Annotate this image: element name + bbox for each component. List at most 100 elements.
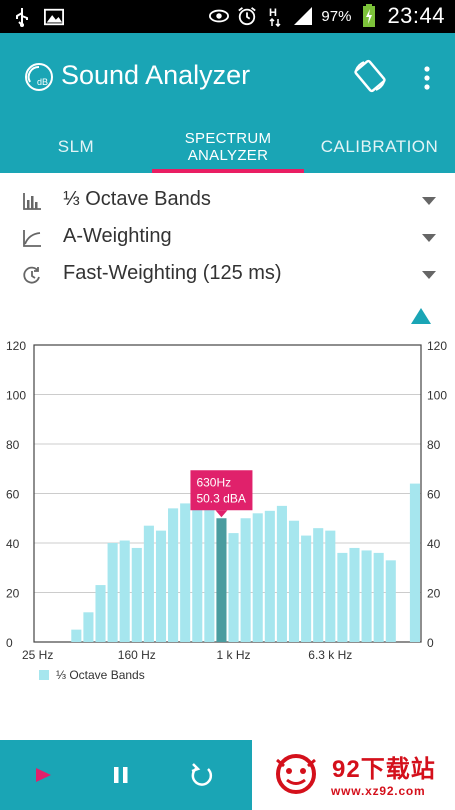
band-mode-value: ⅓ Octave Bands [63,188,211,210]
signal-icon [293,6,313,26]
tooltip-level: 50.3 dBA [196,491,245,505]
app-bar: dB Sound Analyzer SLM SPECTRUM ANALYZER [0,33,455,173]
bar [155,530,167,642]
app-logo-icon: dB [24,62,54,92]
y-tick-label-right: 20 [427,587,441,601]
plot-frame [33,344,422,643]
y-tick-label-left: 120 [6,339,26,353]
legend-swatch [39,670,49,680]
y-tick-label-left: 60 [6,488,20,502]
watermark-title: 92下载站 [332,756,436,783]
bar [228,533,239,642]
overflow-menu-button[interactable] [416,63,438,93]
bar [385,560,396,642]
bar [168,508,179,642]
bar [180,503,191,642]
bar [373,552,384,642]
play-button[interactable] [30,761,58,789]
bar [409,483,420,642]
tooltip-frequency: 630Hz [196,475,231,489]
tab-spectrum-line1: SPECTRUM [184,130,272,147]
y-tick-label-left: 40 [6,537,20,551]
tab-spectrum-line2: ANALYZER [187,147,269,164]
bar [337,552,348,642]
watermark: 92下载站 www.xz92.com [252,740,455,810]
y-tick-label-right: 120 [427,339,447,353]
x-tick-label: 25 Hz [22,648,53,662]
bar [107,543,118,642]
collapse-triangle-icon[interactable] [410,307,432,325]
spectrum-chart: 0 0 20 20 40 40 60 60 80 80 100 100 120 120 25 Hz 160 H… [6,339,447,682]
y-tick-label-left: 20 [6,587,20,601]
y-tick-label-left: 80 [6,438,20,452]
watermark-logo-icon [274,752,318,796]
weighting-dropdown[interactable]: A-Weighting [0,220,455,256]
bar [83,612,94,642]
tab-spectrum-analyzer-label: SPECTRUM ANALYZER [185,130,272,164]
y-tick-label-right: 80 [427,438,441,452]
status-right-icons: H 97% 23:44 [209,3,445,29]
time-weighting-dropdown[interactable]: Fast-Weighting (125 ms) [0,257,455,293]
hplus-icon: H [265,6,285,27]
pause-button[interactable] [107,761,135,789]
y-tick-label-right: 0 [427,636,434,650]
alarm-icon [237,6,257,26]
bar [119,540,130,642]
reset-button[interactable] [188,761,216,789]
tab-calibration[interactable]: CALIBRATION [304,121,455,173]
screen-rotation-button[interactable] [352,58,388,94]
y-tick-label-right: 40 [427,537,441,551]
bar [276,505,287,642]
bar [288,520,300,642]
tab-slm[interactable]: SLM [0,121,152,173]
x-tick-label: 6.3 k Hz [308,648,352,662]
app-logo-text: dB [37,77,48,87]
eye-icon [209,6,230,26]
tooltip-box [190,470,253,511]
tab-spectrum-analyzer[interactable]: SPECTRUM ANALYZER [152,121,304,173]
weighting-value: A-Weighting [63,225,172,247]
x-tick-label: 1 k Hz [217,648,251,662]
highlighted-bar [216,518,227,642]
battery-percent: 97% [321,7,352,25]
bar [313,528,324,642]
weighting-curve-icon [22,228,42,248]
chevron-down-icon [422,234,436,242]
battery-charging-icon [359,4,379,27]
bar [240,518,251,642]
tooltip-pointer [215,510,228,518]
clock: 23:44 [387,3,445,28]
bar [349,547,360,642]
bar [71,629,82,642]
band-mode-dropdown[interactable]: ⅓ Octave Bands [0,183,455,219]
bar [301,535,312,642]
bar-chart-icon [22,191,42,211]
status-bar: H 97% 23:44 [0,0,455,33]
y-tick-label-right: 60 [427,488,441,502]
y-tick-label-left: 100 [6,389,26,403]
y-tick-label-right: 100 [427,389,447,403]
app-title: Sound Analyzer [61,60,251,90]
bar [143,525,154,642]
time-weighting-value: Fast-Weighting (125 ms) [63,262,282,284]
bottom-control-bar [0,740,252,810]
timer-icon [22,265,42,285]
bar [204,505,215,642]
bar [325,530,336,642]
bar [361,550,372,642]
status-left-icons [12,7,64,27]
chevron-down-icon [422,271,436,279]
y-tick-label-left: 0 [6,636,13,650]
x-tick-label: 160 Hz [118,648,156,662]
svg-text:H: H [269,7,277,19]
bar [95,585,106,642]
tab-indicator [152,169,304,173]
tab-calibration-label: CALIBRATION [320,137,439,156]
chevron-down-icon [422,197,436,205]
legend-label: ⅓ Octave Bands [56,668,145,682]
bar [131,547,142,642]
usb-icon [12,7,32,27]
tab-slm-label: SLM [57,137,95,156]
bar [192,498,203,642]
